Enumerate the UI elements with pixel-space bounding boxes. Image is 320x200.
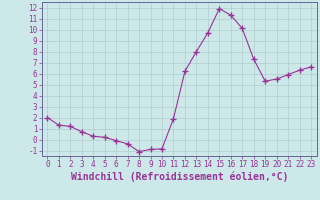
X-axis label: Windchill (Refroidissement éolien,°C): Windchill (Refroidissement éolien,°C): [70, 172, 288, 182]
